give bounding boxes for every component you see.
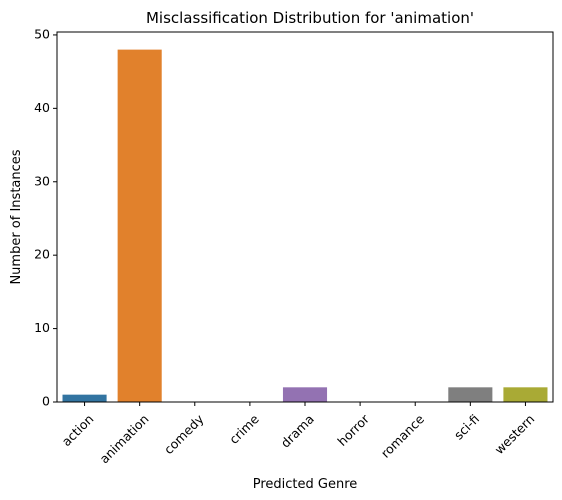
y-axis-label: Number of Instances [9, 149, 24, 284]
y-tick-label: 10 [34, 320, 50, 335]
y-tick-label: 40 [34, 100, 50, 115]
y-tick-label: 0 [42, 394, 50, 409]
x-axis-label: Predicted Genre [253, 477, 358, 492]
y-axis-ticks: 0 10 20 30 40 50 [34, 26, 57, 409]
bar-drama [282, 387, 328, 402]
bar-sci-fi [448, 387, 493, 402]
bar-action [62, 394, 107, 402]
y-tick-label: 30 [34, 173, 50, 188]
bars-group [62, 49, 548, 402]
bar-western [503, 387, 548, 402]
plot-frame [56, 31, 554, 403]
bar-animation [117, 49, 162, 402]
y-tick-label: 20 [34, 247, 50, 262]
y-tick-label: 50 [34, 26, 50, 41]
chart-title: Misclassification Distribution for 'anim… [146, 9, 474, 27]
